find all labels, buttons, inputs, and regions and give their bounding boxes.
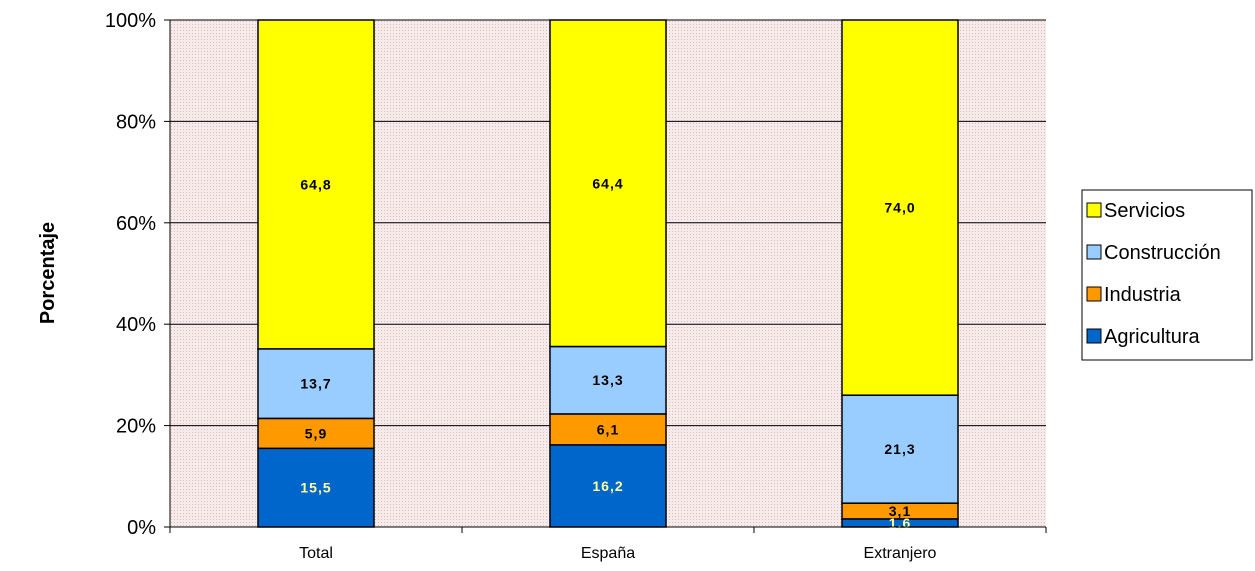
bar-segment-construcción-3	[841, 394, 959, 504]
y-axis-label: Porcentaje	[37, 222, 59, 324]
data-label: 16,2	[592, 478, 623, 494]
data-label: 13,7	[300, 376, 331, 392]
bar-segment-servicios-3	[841, 19, 959, 396]
legend-box	[1081, 189, 1253, 361]
legend-entry: Industria	[1104, 284, 1182, 306]
y-tick-labels: 0% 20% 40% 60% 80% 100%	[105, 10, 156, 539]
legend: Servicios Construcción Industria Agricultur…	[1081, 189, 1253, 361]
legend-swatch	[1086, 244, 1102, 260]
data-label: 64,8	[300, 176, 331, 192]
x-tick-label: Extranjero	[864, 545, 937, 562]
data-label: 15,5	[300, 480, 331, 496]
y-tick-label: 20%	[116, 416, 156, 438]
bar-segment-industria-1	[257, 417, 375, 450]
legend-swatch	[1086, 328, 1102, 344]
legend-entry: Servicios	[1104, 200, 1185, 222]
data-label: 6,1	[597, 421, 619, 437]
data-label: 74,0	[884, 200, 915, 216]
y-tick-label: 40%	[116, 314, 156, 336]
legend-swatch	[1086, 202, 1102, 218]
bar-segment-agricultura-1	[257, 447, 375, 528]
data-labels: 15,55,913,764,816,26,113,364,41,63,121,3…	[300, 175, 915, 531]
x-tick-labels: Total España Extranjero	[299, 545, 936, 562]
x-tick-label: España	[581, 545, 635, 562]
bar-segment-agricultura-2	[549, 444, 667, 528]
data-label: 5,9	[305, 425, 327, 441]
bar-segment-construcción-1	[257, 348, 375, 420]
legend-swatch	[1086, 286, 1102, 302]
y-tick-label: 100%	[105, 10, 156, 32]
x-tick-label: Total	[299, 545, 333, 562]
bar-segment-servicios-2	[549, 19, 667, 348]
y-tick-label: 80%	[116, 111, 156, 133]
data-label: 13,3	[592, 372, 623, 388]
legend-entry: Agricultura	[1104, 326, 1200, 348]
data-label: 21,3	[884, 441, 915, 457]
legend-entry: Construcción	[1104, 242, 1221, 264]
y-tick-label: 60%	[116, 213, 156, 235]
data-label: 64,4	[592, 175, 623, 191]
bar-segment-servicios-1	[257, 19, 375, 350]
axes	[164, 19, 1047, 533]
data-label: 3,1	[889, 503, 911, 519]
y-tick-label: 0%	[127, 517, 156, 539]
bars	[257, 19, 959, 528]
